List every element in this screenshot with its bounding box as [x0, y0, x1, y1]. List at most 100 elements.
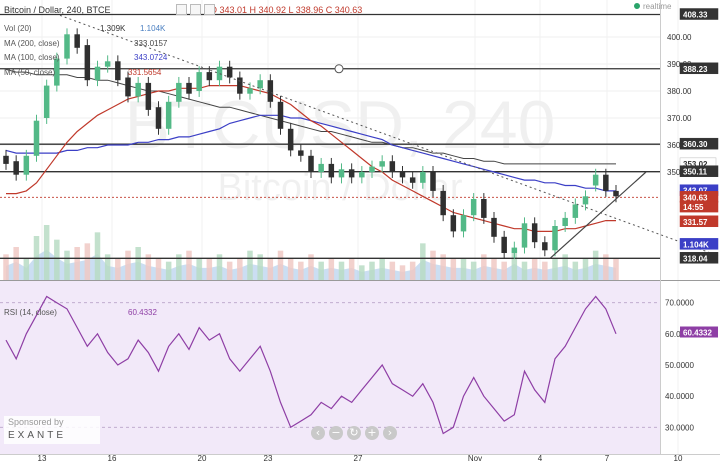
indicator-ma100-value: 343.0724 — [134, 53, 168, 62]
rsi-tick-label: 70.0000 — [665, 299, 694, 308]
volume-bar — [592, 250, 599, 280]
volume-bar — [3, 254, 9, 280]
price-tag — [679, 137, 719, 150]
candle-body — [491, 217, 497, 237]
candle-body — [592, 174, 599, 186]
volume-bar — [125, 250, 131, 280]
volume-bar — [379, 258, 385, 280]
volume-bar — [155, 258, 162, 280]
price-tag-label: 1.104K — [683, 240, 709, 249]
volume-bar — [491, 258, 497, 280]
uptrend-line — [549, 171, 647, 259]
price-tick-label: 360.00 — [667, 141, 692, 150]
price-tag-label: 331.57 — [683, 218, 708, 227]
zoom-out-button[interactable]: − — [329, 426, 343, 440]
candle-body — [155, 107, 162, 129]
volume-bar — [470, 261, 477, 280]
volume-bar — [521, 261, 528, 280]
sponsor-caption: Sponsored by — [8, 417, 64, 427]
volume-bar — [389, 261, 396, 280]
horizontal-levels[interactable] — [0, 13, 660, 259]
level-handle — [334, 64, 344, 74]
volume-bar — [186, 250, 192, 280]
candle-body — [43, 85, 50, 118]
volume-bar — [135, 247, 141, 280]
price-tag — [679, 200, 719, 213]
candle-body — [440, 190, 446, 216]
candle-body — [460, 215, 467, 232]
volume-bar — [420, 243, 426, 280]
rsi-tick-label: 30.0000 — [665, 423, 694, 432]
time-tick-label: 20 — [198, 454, 207, 463]
price-tick-label: 390.00 — [667, 60, 692, 69]
trend-lines[interactable] — [59, 14, 719, 259]
volume-bar — [277, 250, 284, 280]
scroll-left-button[interactable]: ‹ — [311, 426, 325, 440]
price-tick-label: 370.00 — [667, 114, 692, 123]
candle-body — [399, 172, 406, 178]
volume-bar — [481, 254, 487, 280]
volume-bar — [287, 258, 294, 280]
time-tick-label: 4 — [538, 454, 543, 463]
time-tick-label: 10 — [674, 454, 683, 463]
candle-body — [501, 236, 507, 253]
price-tag-label: 353.02 — [683, 160, 708, 169]
volume-bar — [64, 250, 70, 280]
candle-body — [318, 163, 324, 172]
price-tag — [679, 252, 719, 264]
price-series — [3, 28, 619, 259]
downtrend-line — [59, 14, 719, 257]
volume-bar — [562, 254, 568, 280]
eye-icon[interactable] — [176, 4, 187, 15]
volume-bar — [501, 261, 507, 280]
price-tags: 408.33388.23360.30353.02350.11343.07340.… — [679, 8, 719, 338]
price-tag — [679, 215, 719, 228]
volume-bar — [338, 261, 345, 280]
ma50-line — [6, 85, 616, 232]
price-tag — [679, 165, 719, 177]
volume-bar — [308, 254, 314, 280]
candle-body — [33, 120, 40, 156]
candle-body — [54, 58, 60, 86]
reset-zoom-button[interactable]: ↻ — [347, 426, 361, 440]
candle-body — [94, 66, 101, 81]
price-tick-label: 350.00 — [667, 168, 692, 177]
candle-body — [470, 199, 477, 216]
candle-body — [531, 223, 538, 243]
candle-body — [430, 172, 436, 191]
candle-body — [104, 61, 111, 67]
volume-bar — [582, 258, 589, 280]
candle-body — [521, 223, 528, 248]
moving-averages — [5, 68, 616, 232]
volume-bar — [216, 254, 223, 280]
candle-body — [379, 161, 385, 167]
volume-bar — [348, 258, 355, 280]
candle-body — [481, 199, 487, 218]
volume-bar — [450, 258, 457, 280]
sponsor-badge[interactable]: Sponsored by EXANTE — [4, 416, 100, 444]
volume-bar — [328, 258, 335, 280]
volume-bar — [460, 258, 467, 280]
volume-bar — [440, 254, 446, 280]
volume-bar — [613, 258, 619, 280]
candle-body — [298, 150, 304, 156]
rsi-value: 60.4332 — [128, 308, 157, 317]
indicator-vol-value2: 1.104K — [140, 24, 166, 33]
settings-icon[interactable] — [190, 4, 201, 15]
volume-bar — [572, 261, 579, 280]
chart-toolbar — [176, 4, 215, 15]
candle-body — [582, 196, 589, 205]
zoom-in-button[interactable]: + — [365, 426, 379, 440]
volume-bar — [237, 258, 243, 280]
candle-body — [247, 88, 253, 94]
time-tick-label: 7 — [605, 454, 610, 463]
scroll-right-button[interactable]: › — [383, 426, 397, 440]
indicator-ma200-value: 333.0157 — [134, 39, 168, 48]
volume-bar — [531, 258, 538, 280]
rsi-band — [0, 281, 660, 454]
candle-body — [165, 101, 172, 129]
close-icon[interactable] — [204, 4, 215, 15]
indicator-ma50-value: 331.5654 — [128, 68, 162, 77]
rsi-tick-label: 40.0000 — [665, 392, 694, 401]
